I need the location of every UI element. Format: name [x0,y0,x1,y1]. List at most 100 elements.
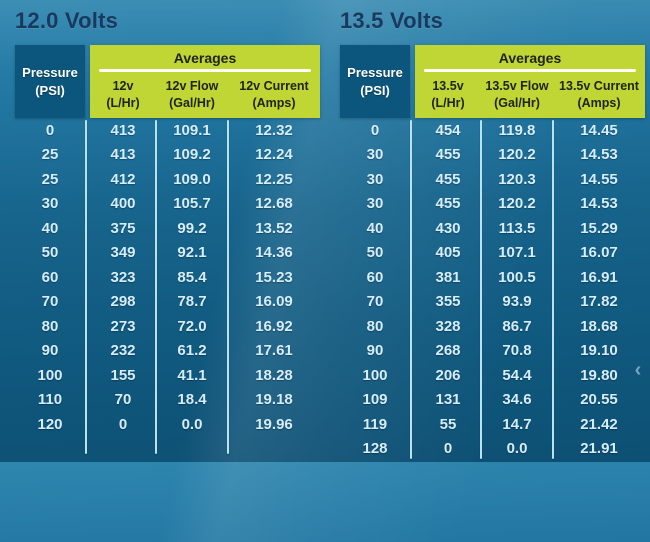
table-cell: 413 [110,146,136,164]
table-row: 119 55 14.7 21.42 [340,412,645,437]
table-cell: 34.6 [502,391,532,409]
table-row: 50 349 92.1 14.36 [15,241,320,266]
table-row: 80 273 72.0 16.92 [15,314,320,339]
table-cell: 13.52 [255,219,293,237]
table-row: 0 454 119.8 14.45 [340,118,645,143]
table-cell: 298 [110,293,136,311]
table-cell: 70 [114,391,132,409]
table-header-13-5v: Pressure (PSI) Averages 13.5v (L/Hr) 13.… [340,45,645,118]
table-row: 70 355 93.9 17.82 [340,290,645,315]
table-row: 30 455 120.2 14.53 [340,143,645,168]
table-cell: 93.9 [502,293,532,311]
table-cell: 12.68 [255,195,293,213]
column-header-line1: 13.5v Flow [485,79,549,93]
table-cell: 21.42 [580,415,618,433]
column-header-current: 12v Current (Amps) [228,76,320,112]
table-cell: 120.2 [498,146,536,164]
table-cell: 19.18 [255,391,293,409]
table-cell: 412 [110,170,136,188]
table-cell: 400 [110,195,136,213]
table-cell: 430 [435,219,461,237]
table-cell: 120.3 [498,170,536,188]
column-header-line2: (Gal/Hr) [169,95,215,110]
column-header-line2: (L/Hr) [431,95,465,110]
table-cell: 14.53 [580,195,618,213]
table-cell: 40 [41,219,59,237]
column-divider [480,120,482,459]
table-cell: 54.4 [502,366,532,384]
pressure-header-line1: Pressure [347,64,403,80]
table-cell: 155 [110,366,136,384]
table-cell: 405 [435,244,461,262]
table-header-12v: Pressure (PSI) Averages 12v (L/Hr) 12v F… [15,45,320,118]
table-cell: 120 [37,415,63,433]
table-cell: 30 [41,195,59,213]
column-header-line2: (L/Hr) [106,95,140,110]
table-cell: 30 [366,170,384,188]
table-cell: 25 [41,146,59,164]
table-cell: 206 [435,366,461,384]
averages-header: Averages 13.5v (L/Hr) 13.5v Flow (Gal/Hr… [415,45,645,118]
table-cell: 0 [443,440,453,458]
table-cell: 455 [435,170,461,188]
table-cell: 128 [362,440,388,458]
averages-label: Averages [498,50,562,66]
table-row: 80 328 86.7 18.68 [340,314,645,339]
column-header-line1: 12v [112,79,134,93]
table-cell: 454 [435,121,461,139]
column-divider [410,120,412,459]
table-row: 100 155 41.1 18.28 [15,363,320,388]
table-cell: 120.2 [498,195,536,213]
table-row: 25 412 109.0 12.25 [15,167,320,192]
column-header-line2: (Amps) [252,95,296,110]
table-cell: 70 [366,293,384,311]
table-cell: 12.24 [255,146,293,164]
table-cell: 109.0 [173,170,211,188]
table-row: 120 0 0.0 19.96 [15,412,320,437]
table-row: 100 206 54.4 19.80 [340,363,645,388]
table-cell: 70.8 [502,342,532,360]
table-cell: 19.96 [255,415,293,433]
table-cell: 41.1 [177,366,207,384]
table-cell: 16.09 [255,293,293,311]
table-cell: 349 [110,244,136,262]
table-cell: 113.5 [498,219,536,237]
table-cell: 14.45 [580,121,618,139]
table-cell: 99.2 [177,219,207,237]
table-cell: 0.0 [506,440,528,458]
pressure-header-line2: (PSI) [35,82,65,98]
table-cell: 18.68 [580,317,618,335]
table-cell: 18.4 [177,391,207,409]
table-cell: 109.2 [173,146,211,164]
table-cell: 25 [41,170,59,188]
column-header-line1: 13.5v [432,79,464,93]
table-row: 50 405 107.1 16.07 [340,241,645,266]
table-cell: 381 [435,268,461,286]
table-cell: 16.07 [580,244,618,262]
column-header-flow: 12v Flow (Gal/Hr) [156,76,228,112]
column-header-line2: (Gal/Hr) [494,95,540,110]
table-12v: 12.0 Volts Pressure (PSI) Averages 12v (… [15,8,320,454]
table-cell: 30 [366,195,384,213]
chevron-left-icon[interactable]: ‹ [634,358,642,381]
table-cell: 119 [362,415,388,433]
table-title-13-5v: 13.5 Volts [340,8,444,33]
table-cell: 109 [362,391,388,409]
table-row: 0 413 109.1 12.32 [15,118,320,143]
column-header-flow: 13.5v Flow (Gal/Hr) [481,76,553,112]
table-row: 90 268 70.8 19.10 [340,339,645,364]
table-cell: 16.92 [255,317,293,335]
column-header-lhr: 13.5v (L/Hr) [415,76,481,112]
table-cell: 107.1 [498,244,536,262]
table-cell: 12.25 [255,170,293,188]
table-cell: 268 [435,342,461,360]
table-cell: 110 [37,391,63,409]
pressure-header-line2: (PSI) [360,82,390,98]
pressure-header: Pressure (PSI) [340,45,410,118]
column-header-line1: 12v Current [239,79,309,93]
table-body-12v: 0 413 109.1 12.32 25 413 109.2 12.24 25 412 109.0 1… [15,118,320,454]
table-cell: 78.7 [177,293,207,311]
table-row: 110 70 18.4 19.18 [15,388,320,413]
table-cell: 105.7 [173,195,211,213]
column-headers: 12v (L/Hr) 12v Flow (Gal/Hr) 12v Current… [90,76,320,112]
